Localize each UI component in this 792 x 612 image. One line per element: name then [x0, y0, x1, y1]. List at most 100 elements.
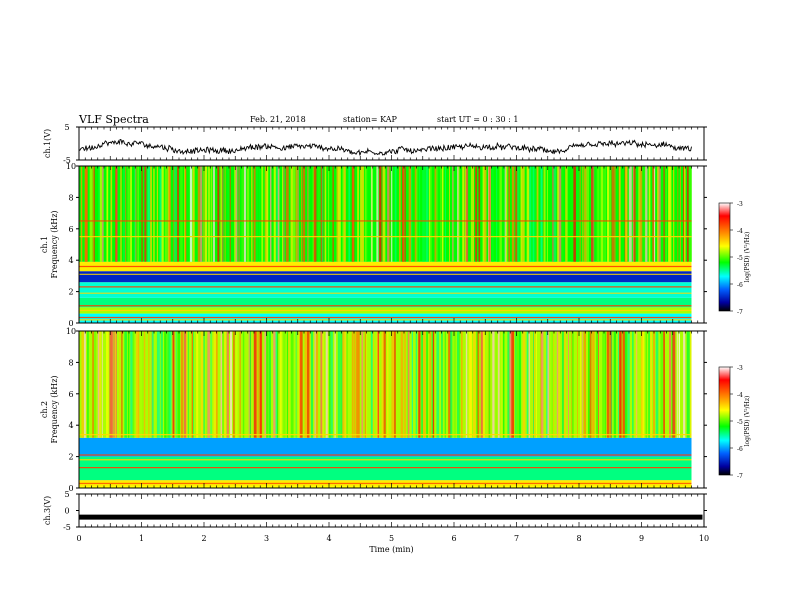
spectrogram-strip — [582, 166, 584, 262]
spectrogram-strip — [553, 331, 555, 438]
spectrogram-strip — [398, 166, 401, 262]
spectrogram-strip — [444, 331, 446, 438]
spectrogram-strip — [125, 166, 127, 262]
spectrogram-strip — [210, 166, 213, 262]
x-tick-label: 10 — [699, 534, 709, 543]
spectrogram-strip — [203, 166, 205, 262]
spectrogram-strip — [643, 166, 646, 262]
spectrogram-strip — [353, 331, 356, 438]
spectrogram-strip — [441, 166, 444, 262]
spectrogram-strip — [466, 166, 469, 262]
y-axis-label: ch.1 — [40, 236, 49, 253]
spectrogram-strip — [206, 331, 208, 438]
spectrogram-strip — [653, 331, 655, 438]
spectrogram-strip — [657, 166, 659, 262]
spectrogram-strip — [619, 331, 622, 438]
spectrogram-strip — [551, 331, 554, 438]
spectrogram-strip — [264, 331, 267, 438]
colorbar-tick-label: -5 — [737, 255, 743, 262]
y-tick-label: 2 — [68, 288, 73, 297]
spectrogram-strip — [596, 331, 599, 438]
spectrogram-strip — [600, 166, 604, 262]
spectrogram-strip — [109, 166, 111, 262]
spectrogram-strip — [546, 166, 549, 262]
spectrogram-strip — [625, 166, 628, 262]
spectrogram-strip — [685, 331, 688, 438]
spectrogram-strip — [99, 166, 103, 262]
spectrogram-strip — [586, 166, 590, 262]
spectrogram-strip — [259, 166, 261, 262]
spectrogram-strip — [150, 166, 152, 262]
spectrogram-strip — [362, 166, 365, 262]
spectrogram-strip — [499, 166, 502, 262]
spectrogram-strip — [235, 331, 238, 438]
spectrogram-strip — [617, 331, 620, 438]
colorbar-tick-label: -3 — [737, 201, 743, 208]
spectrogram-strip — [566, 166, 568, 262]
spectrogram-strip — [509, 331, 513, 438]
spectrogram-strip — [558, 166, 562, 262]
y-tick-label: 4 — [68, 421, 73, 430]
spectrogram-strip — [429, 166, 431, 262]
spectrogram-strip — [414, 166, 417, 262]
spectrogram-strip — [611, 166, 615, 262]
spectrogram-strip — [511, 331, 515, 438]
colorbar-tick-label: -4 — [737, 392, 743, 399]
spectrogram-strip — [238, 166, 240, 262]
spectrogram-strip — [355, 331, 359, 438]
y-tick-label: -5 — [63, 156, 71, 165]
spectrogram-strip — [598, 331, 599, 438]
spectrogram-strip — [137, 331, 140, 438]
spectrogram-strip — [406, 331, 409, 438]
spectrogram-strip — [295, 166, 298, 262]
spectrogram-strip — [269, 166, 272, 262]
spectrogram-strip — [266, 166, 269, 262]
spectrogram-strip — [109, 331, 113, 438]
spectrogram-strip — [440, 166, 442, 262]
spectrogram-strip — [106, 331, 109, 438]
spectrogram-strip — [357, 331, 360, 438]
spectrogram-strip — [648, 331, 650, 438]
spectrogram-strip — [352, 166, 354, 262]
spectrogram-strip — [635, 331, 637, 438]
spectrogram-strip — [277, 166, 280, 262]
spectrogram-strip — [307, 166, 309, 262]
spectrogram-strip — [627, 331, 630, 438]
spectrogram-strip — [80, 166, 83, 262]
spectrogram-strip — [535, 331, 537, 438]
spectrogram-strip — [164, 331, 167, 438]
spectrogram-strip — [478, 166, 481, 262]
spectrogram-strip — [161, 166, 164, 262]
spectrogram-strip — [290, 331, 294, 438]
spectrogram-strip — [85, 166, 88, 262]
spectrogram-strip — [276, 331, 279, 438]
spectrogram-strip — [613, 331, 617, 438]
spectrogram-strip — [258, 331, 261, 438]
spectrogram-strip — [101, 331, 103, 438]
spectrogram-strip — [472, 166, 475, 262]
spectrogram-strip — [645, 166, 648, 262]
spectrogram-strip — [526, 331, 529, 438]
spectrogram-strip — [506, 166, 508, 262]
spectrogram-strip — [515, 166, 519, 262]
spectrogram-strip — [584, 166, 587, 262]
spectrogram-strip — [532, 166, 534, 262]
spectrogram-strip — [553, 166, 557, 262]
spectrogram-strip — [268, 331, 271, 438]
y-tick-label: -5 — [63, 523, 71, 532]
spectrogram-strip — [177, 166, 179, 262]
spectrogram-strip — [540, 331, 542, 438]
spectrogram-strip — [168, 166, 171, 262]
spectrogram-strip — [522, 331, 526, 438]
spectrogram-strip — [444, 166, 446, 262]
spectrogram-strip — [207, 331, 210, 438]
spectrogram-strip — [217, 166, 220, 262]
spectrogram-strip — [583, 331, 587, 438]
spectrogram-strip — [589, 331, 592, 438]
spectrogram-strip — [597, 166, 599, 262]
spectrogram-strip — [379, 166, 382, 262]
spectrogram-strip — [196, 331, 199, 438]
colorbar-tick-label: -3 — [737, 365, 743, 372]
spectrogram-strip — [193, 166, 195, 262]
spectrogram-strip — [400, 331, 404, 438]
